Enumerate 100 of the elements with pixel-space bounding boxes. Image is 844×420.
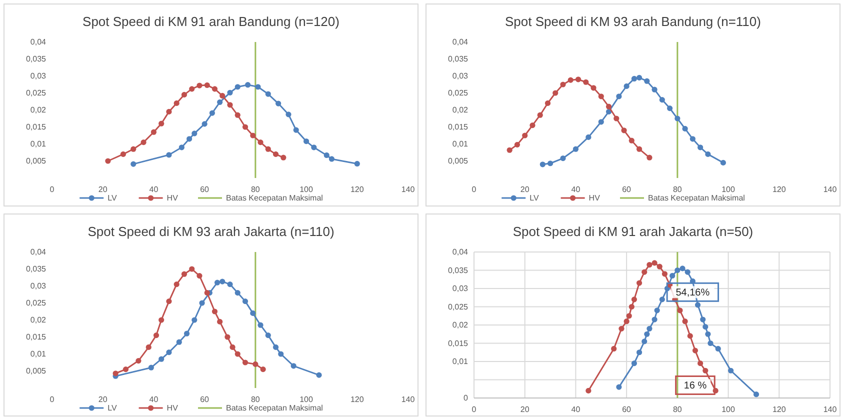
point (670, 272, 676, 279)
point (590, 85, 596, 91)
y-tick-label: 0,03 (452, 72, 469, 81)
point (224, 334, 230, 340)
point (621, 128, 627, 134)
x-tick-label: 100 (722, 405, 736, 414)
point (252, 361, 258, 367)
point (687, 333, 693, 339)
y-tick-label: 0,02 (452, 320, 469, 330)
x-tick-label: 40 (571, 405, 581, 414)
x-tick-label: 80 (250, 185, 260, 194)
point (258, 322, 264, 328)
y-tick-label: 0,015 (26, 332, 47, 342)
point (552, 90, 558, 96)
point (212, 308, 218, 314)
point (166, 298, 172, 304)
point (537, 112, 543, 118)
point (150, 129, 157, 135)
legend-label: Batas Kecepatan Maksimal (648, 194, 746, 203)
point (667, 106, 673, 112)
point (644, 78, 650, 84)
y-tick-label: 0,04 (30, 38, 47, 47)
y-tick-label: 0,025 (26, 88, 47, 98)
point (303, 138, 310, 144)
point (250, 310, 256, 316)
point (217, 318, 223, 324)
point (316, 372, 322, 378)
point (227, 102, 233, 108)
point (626, 313, 632, 319)
point (636, 280, 642, 286)
point (628, 138, 634, 144)
point (158, 317, 164, 323)
point (178, 144, 184, 150)
legend-label: LV (108, 194, 118, 203)
point (659, 97, 665, 103)
chart-title: Spot Speed di KM 93 arah Jakarta (n=110) (88, 224, 334, 239)
y-tick-label: 0,025 (26, 298, 47, 308)
point (636, 74, 642, 80)
point (572, 146, 579, 152)
point (255, 84, 261, 90)
point (260, 366, 266, 372)
point (212, 86, 218, 92)
legend-label: HV (166, 194, 179, 203)
point (176, 339, 182, 345)
point (646, 262, 652, 268)
point (146, 344, 152, 350)
point (646, 154, 652, 160)
legend-label: HV (588, 194, 601, 203)
point (618, 326, 624, 332)
point (642, 338, 648, 344)
x-tick-label: 120 (772, 405, 786, 414)
y-tick-label: 0,015 (448, 122, 469, 132)
point (611, 346, 617, 352)
y-tick-label: 0,025 (448, 302, 469, 312)
x-tick-label: 60 (200, 395, 210, 404)
y-tick-label: 0,015 (26, 122, 47, 132)
x-tick-label: 20 (520, 185, 530, 194)
point (278, 351, 284, 357)
point (680, 266, 686, 272)
chart-title: Spot Speed di KM 91 arah Jakarta (n=50) (512, 224, 754, 239)
legend-label: LV (108, 404, 118, 413)
point (646, 326, 652, 332)
point (227, 90, 233, 96)
point (130, 161, 136, 167)
point (112, 370, 118, 376)
point (715, 346, 721, 352)
point (560, 82, 566, 88)
point (606, 104, 612, 110)
point (530, 122, 536, 128)
y-tick-label: 0,035 (26, 264, 47, 274)
point (105, 158, 111, 164)
point (674, 267, 680, 274)
x-tick-label: 40 (149, 185, 159, 194)
point (674, 116, 680, 122)
point (652, 86, 658, 92)
y-tick-label: 0,005 (26, 156, 47, 166)
point (130, 146, 136, 152)
x-tick-label: 40 (571, 185, 581, 194)
legend-label: HV (166, 404, 179, 413)
x-tick-label: 80 (672, 185, 682, 194)
y-tick-label: 0,02 (452, 106, 469, 115)
point (631, 76, 637, 82)
point (628, 304, 634, 310)
point (181, 271, 188, 277)
point (698, 360, 704, 366)
point (728, 368, 734, 374)
point (636, 350, 642, 356)
point (682, 126, 688, 132)
point (272, 151, 279, 157)
point (196, 82, 202, 88)
point (140, 140, 146, 146)
point (265, 91, 271, 97)
y-tick-label: 0,01 (452, 140, 469, 149)
y-tick-label: 0,005 (26, 366, 47, 376)
x-tick-label: 120 (772, 185, 786, 194)
point (690, 136, 696, 142)
y-tick-label: 0,01 (30, 140, 47, 149)
point (631, 296, 637, 302)
point (245, 82, 251, 88)
x-tick-label: 120 (350, 185, 364, 194)
